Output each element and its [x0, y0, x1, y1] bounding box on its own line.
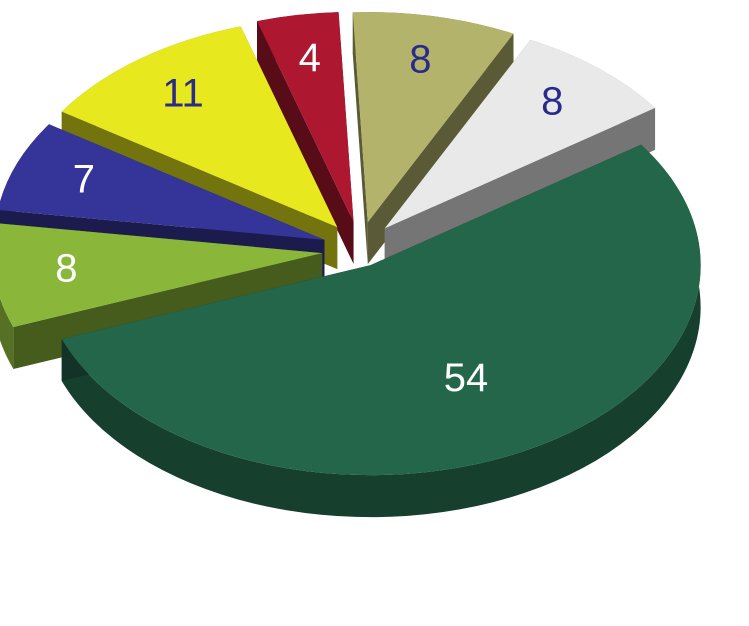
slice-top-5[interactable] — [352, 12, 514, 223]
slice-label-5: 8 — [409, 37, 431, 81]
slice-label-2: 7 — [73, 157, 95, 201]
slice-top-1[interactable] — [0, 223, 323, 327]
slice-tops — [0, 12, 701, 476]
slice-top-6[interactable] — [384, 39, 656, 229]
slice-label-4: 4 — [299, 36, 321, 80]
slice-top-2[interactable] — [0, 124, 325, 240]
slice-top-0[interactable] — [61, 144, 701, 476]
slice-label-6: 8 — [541, 80, 563, 124]
slice-top-3[interactable] — [61, 26, 338, 228]
slice-radial-wall-4-0 — [257, 21, 354, 264]
slice-radial-wall-5-0 — [352, 12, 368, 265]
slice-labels: 54 8 7 11 4 8 8 — [55, 36, 563, 400]
slice-label-3: 11 — [162, 72, 204, 116]
slice-top-4[interactable] — [257, 12, 354, 222]
slice-side-1 — [0, 298, 14, 369]
slice-label-1: 8 — [55, 246, 77, 290]
slice-label-0: 54 — [444, 356, 489, 400]
